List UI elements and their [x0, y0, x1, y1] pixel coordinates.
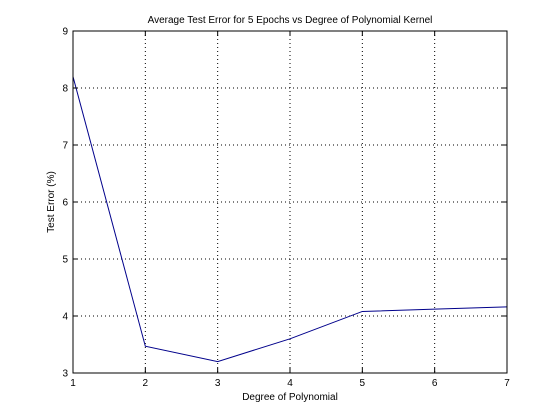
y-tick-labels: 3 4 5 6 7 8 9 [62, 27, 68, 380]
chart-title: Average Test Error for 5 Epochs vs Degre… [148, 15, 433, 26]
x-tick-label: 2 [143, 378, 149, 389]
x-tick-label: 4 [287, 378, 293, 389]
grid-lines [73, 31, 507, 373]
y-tick-label: 7 [62, 141, 68, 152]
x-axis-label: Degree of Polynomial [242, 392, 338, 403]
x-tick-label: 3 [215, 378, 221, 389]
x-tick-labels: 1 2 3 4 5 6 7 [70, 378, 510, 389]
y-tick-label: 5 [62, 255, 68, 266]
y-tick-label: 6 [62, 198, 68, 209]
y-tick-label: 8 [62, 84, 68, 95]
y-tick-label: 9 [62, 27, 68, 38]
y-axis-label: Test Error (%) [46, 171, 57, 233]
y-tick-label: 3 [62, 369, 68, 380]
tick-marks [72, 30, 508, 374]
x-tick-label: 7 [504, 378, 510, 389]
y-tick-label: 4 [62, 312, 68, 323]
series-line-0 [72, 76, 508, 363]
series-layer [72, 76, 508, 363]
x-tick-label: 1 [70, 378, 76, 389]
x-tick-label: 5 [360, 378, 366, 389]
x-tick-label: 6 [432, 378, 438, 389]
